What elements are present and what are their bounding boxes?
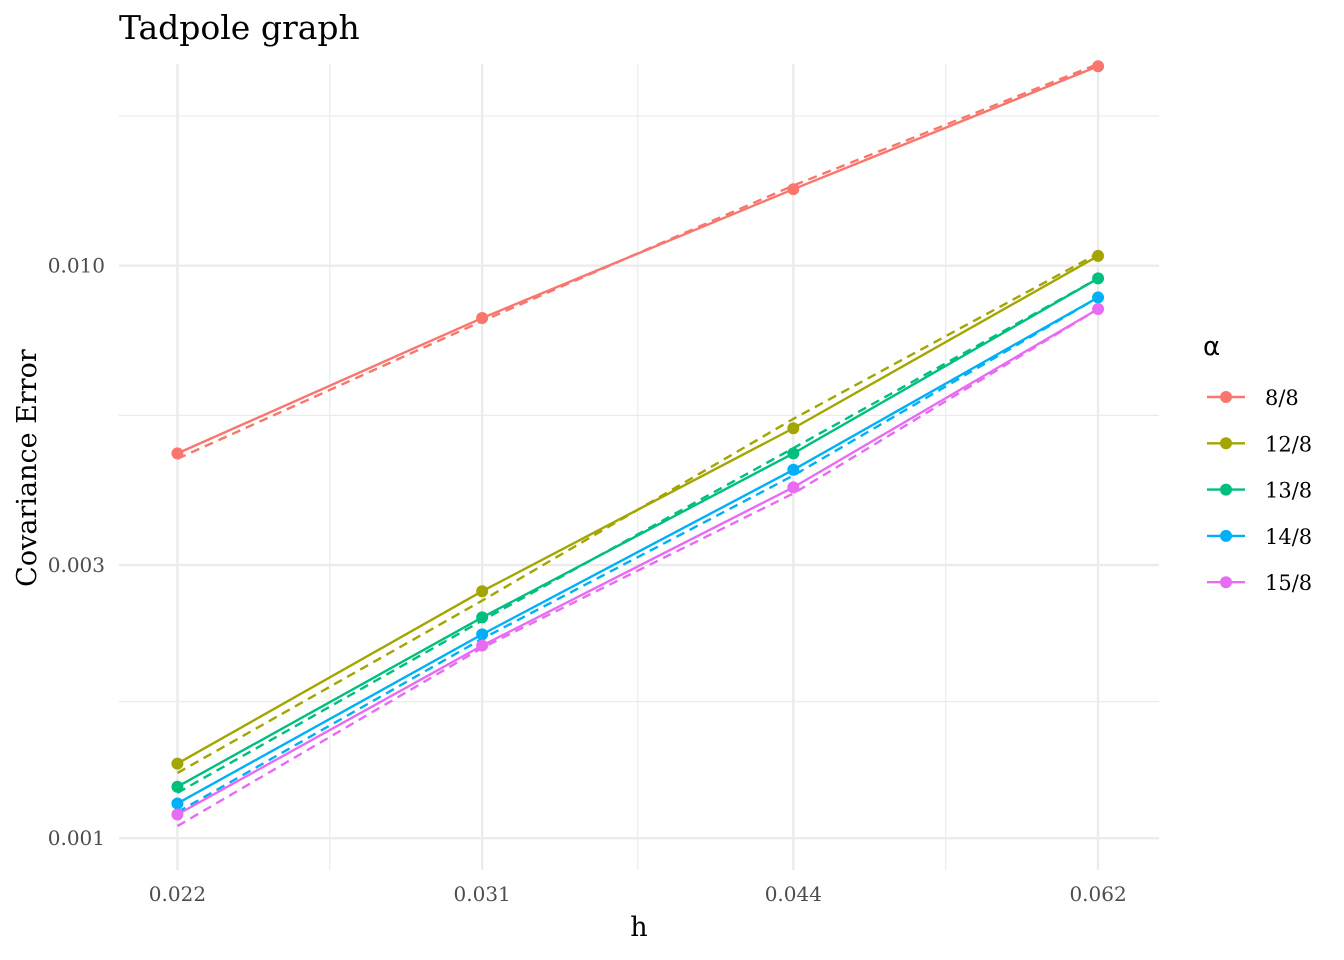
legend-key-point	[1220, 529, 1232, 542]
data-point-8/8	[1092, 60, 1105, 73]
data-lines	[176, 65, 1099, 816]
legend-key-point	[1220, 437, 1232, 450]
data-point-15/8	[1092, 303, 1105, 316]
minor-gridlines	[119, 64, 1159, 870]
chart-title: Tadpole graph	[119, 8, 360, 47]
data-point-14/8	[787, 463, 800, 476]
legend-item: 15/8	[1207, 571, 1312, 595]
series-line-14/8	[176, 296, 1099, 805]
legend-label: 8/8	[1265, 386, 1299, 410]
legend-item: 8/8	[1207, 386, 1299, 410]
data-point-12/8	[1092, 249, 1105, 262]
legend-key-point	[1220, 391, 1232, 403]
x-tick-label: 0.031	[454, 882, 511, 906]
data-point-14/8	[1092, 291, 1105, 304]
data-point-13/8	[476, 611, 489, 624]
x-tick-label: 0.062	[1069, 882, 1126, 906]
data-point-12/8	[171, 757, 184, 770]
x-tick-label: 0.022	[149, 882, 206, 906]
data-point-8/8	[476, 312, 489, 325]
legend-key-point	[1220, 576, 1232, 589]
fit-line-15/8	[176, 307, 1099, 828]
series-line-13/8	[176, 277, 1099, 788]
data-point-13/8	[171, 780, 184, 793]
legend-item: 13/8	[1207, 479, 1312, 503]
data-point-8/8	[787, 183, 800, 196]
data-point-12/8	[476, 585, 489, 598]
legend-label: 14/8	[1265, 525, 1312, 549]
series-line-12/8	[176, 254, 1099, 765]
data-points	[171, 60, 1105, 821]
x-axis-ticks: 0.022 0.031 0.044 0.062	[149, 882, 1127, 906]
legend: α 8/8 12/8 13/8 14/8 15/8	[1203, 332, 1312, 595]
data-point-15/8	[171, 808, 184, 821]
data-point-14/8	[171, 797, 184, 810]
legend-item: 12/8	[1207, 432, 1312, 456]
data-point-13/8	[787, 447, 800, 460]
legend-title: α	[1203, 332, 1220, 362]
data-point-15/8	[787, 481, 800, 494]
series-line-8/8	[176, 65, 1099, 455]
y-tick-label: 0.001	[48, 826, 105, 850]
fit-line-8/8	[176, 62, 1099, 460]
fit-line-14/8	[176, 296, 1099, 814]
legend-item: 14/8	[1207, 525, 1312, 549]
series-line-15/8	[176, 307, 1099, 816]
data-point-12/8	[787, 422, 800, 435]
data-point-14/8	[476, 628, 489, 641]
y-axis-ticks: 0.001 0.003 0.010	[48, 254, 105, 851]
data-point-15/8	[476, 639, 489, 652]
data-point-8/8	[171, 447, 184, 460]
x-tick-label: 0.044	[765, 882, 822, 906]
x-axis-label: h	[630, 912, 647, 943]
legend-key-point	[1220, 483, 1232, 496]
data-point-13/8	[1092, 272, 1105, 285]
y-tick-label: 0.003	[48, 553, 105, 577]
y-axis-label: Covariance Error	[12, 349, 43, 587]
legend-label: 13/8	[1265, 479, 1312, 503]
legend-label: 15/8	[1265, 571, 1312, 595]
legend-label: 12/8	[1265, 432, 1312, 456]
y-tick-label: 0.010	[48, 254, 105, 278]
